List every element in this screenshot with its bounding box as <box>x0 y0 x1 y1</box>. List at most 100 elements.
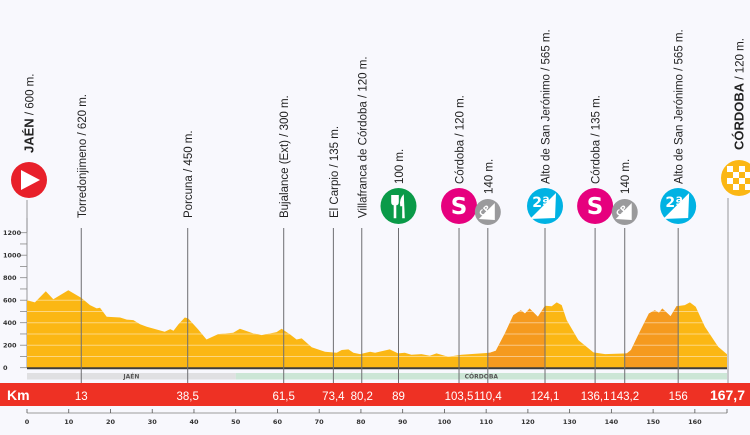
fork-knife <box>391 194 405 219</box>
y-tick-label: 600 <box>3 297 17 305</box>
y-tick-label: 1000 <box>3 252 22 260</box>
km-label: 61,5 <box>273 391 295 403</box>
waypoint-label: Porcuna / 450 m. <box>183 130 195 218</box>
mountain-shape <box>663 193 690 219</box>
waypoint-name: Córdoba <box>591 139 603 184</box>
km-label: 143,2 <box>610 391 639 403</box>
km-label: 110,4 <box>474 391 503 403</box>
sprint-icon: S <box>441 188 478 224</box>
mountain-shape <box>615 203 632 220</box>
waypoint-label: 100 m. <box>394 149 406 184</box>
finish-icon <box>721 160 750 196</box>
x-tick-label: 30 <box>148 418 158 426</box>
checker-square <box>745 184 750 190</box>
x-tick-label: 40 <box>189 418 199 426</box>
finish-km-label: 167,7 <box>710 387 745 403</box>
km-label: 73,4 <box>322 391 345 403</box>
checker-square <box>733 184 739 190</box>
x-tick-label: 80 <box>356 418 366 426</box>
x-tick-label: 20 <box>106 418 116 426</box>
start-icon <box>11 162 47 198</box>
waypoint-altitude: / 600 m. <box>25 74 37 119</box>
km-label: 13 <box>75 391 88 403</box>
region-band <box>27 373 236 380</box>
checkpoint-icon: CP <box>611 199 638 225</box>
km-label: 38,5 <box>177 391 199 403</box>
waypoint-label: Córdoba / 120 m. <box>455 95 467 184</box>
checker-square <box>745 172 750 178</box>
waypoint-altitude: / 300 m. <box>279 95 291 140</box>
x-tick-label: 50 <box>231 418 241 426</box>
category-2-climb-icon: 2ª <box>527 188 564 224</box>
waypoint-label: JAÉN / 600 m. <box>22 74 37 153</box>
km-label: 80,2 <box>351 391 373 403</box>
x-tick-label: 70 <box>315 418 325 426</box>
checker-square <box>727 166 733 172</box>
x-axis: 0 10 20 30 40 50 60 70 80 90 100 110 120 130 140 150 160 <box>25 409 728 426</box>
km-label: 89 <box>392 391 405 403</box>
waypoint-altitude: / 620 m. <box>77 94 89 139</box>
waypoint-name: Torredonjimeno <box>77 139 89 218</box>
feed-zone-icon <box>380 188 417 224</box>
waypoint-name: Córdoba <box>455 139 467 184</box>
waypoint-altitude: / 120 m. <box>357 56 369 101</box>
waypoint-label: Alto de San Jerónimo / 565 m. <box>541 29 553 184</box>
waypoint-name: Alto de San Jerónimo <box>541 74 553 184</box>
waypoint-label: Torredonjimeno / 620 m. <box>77 94 89 218</box>
icon-circle <box>441 188 478 224</box>
waypoint-altitude: / 135 m. <box>591 95 603 140</box>
waypoint-name: El Carpio <box>329 171 341 218</box>
x-tick-label: 120 <box>521 418 535 426</box>
checker-square <box>727 178 733 184</box>
waypoint-name: Bujalance (Ext) <box>279 140 291 218</box>
y-axis: 0 200 400 600 800 1000 1200 <box>3 218 28 372</box>
waypoint-altitude: 140 m. <box>483 159 495 194</box>
waypoint-altitude: 100 m. <box>394 149 406 184</box>
waypoint-altitude: / 565 m. <box>674 29 686 74</box>
km-axis-label: Km <box>7 387 30 403</box>
waypoint-altitude: / 135 m. <box>329 126 341 171</box>
x-tick-label: 130 <box>563 418 577 426</box>
sprint-letter: S <box>587 194 604 220</box>
checker-square <box>739 178 745 184</box>
y-tick-label: 400 <box>3 319 17 327</box>
category-text: 2ª <box>665 195 683 211</box>
y-tick-label: 800 <box>3 274 17 282</box>
waypoint-label: CÓRDOBA / 120 m. <box>732 38 747 150</box>
waypoints: JAÉN / 600 m. Torredonjimeno / 620 m. 13 Po… <box>11 29 750 403</box>
province-bar: JAÉN CÓRDOBA <box>27 373 727 381</box>
sprint-letter: S <box>451 194 468 220</box>
km-label: 103,5 <box>445 391 474 403</box>
x-tick-label: 10 <box>64 418 74 426</box>
waypoint-name: Porcuna <box>183 175 195 218</box>
waypoint-altitude: / 450 m. <box>183 130 195 175</box>
y-tick-label: 0 <box>3 364 8 372</box>
mountain-shape <box>478 203 495 220</box>
waypoint-altitude: / 120 m. <box>455 95 467 140</box>
region-band <box>235 373 727 380</box>
waypoint-altitude: / 565 m. <box>541 29 553 74</box>
region-label: JAÉN <box>122 373 139 381</box>
km-bar <box>0 383 750 406</box>
x-tick-label: 150 <box>646 418 660 426</box>
km-label: 136,1 <box>581 391 610 403</box>
waypoint-label: 140 m. <box>620 159 632 194</box>
checker-square <box>733 172 739 178</box>
category-2-climb-icon: 2ª <box>660 188 697 224</box>
waypoint-name: Villafranca de Córdoba <box>357 101 369 218</box>
icon-circle <box>380 188 417 224</box>
x-tick-label: 90 <box>398 418 408 426</box>
x-tick-label: 140 <box>605 418 619 426</box>
sprint-icon: S <box>577 188 614 224</box>
play-triangle <box>21 170 40 190</box>
waypoint-name: CÓRDOBA <box>732 82 747 150</box>
waypoint-label: El Carpio / 135 m. <box>329 126 341 218</box>
x-tick-label: 160 <box>688 418 702 426</box>
waypoint-altitude: 140 m. <box>620 159 632 194</box>
waypoint-name: JAÉN <box>22 118 37 153</box>
mountain-shape <box>530 193 557 219</box>
icon-circle <box>577 188 614 224</box>
profile-area <box>27 290 727 368</box>
waypoint-label: Villafranca de Córdoba / 120 m. <box>357 56 369 218</box>
